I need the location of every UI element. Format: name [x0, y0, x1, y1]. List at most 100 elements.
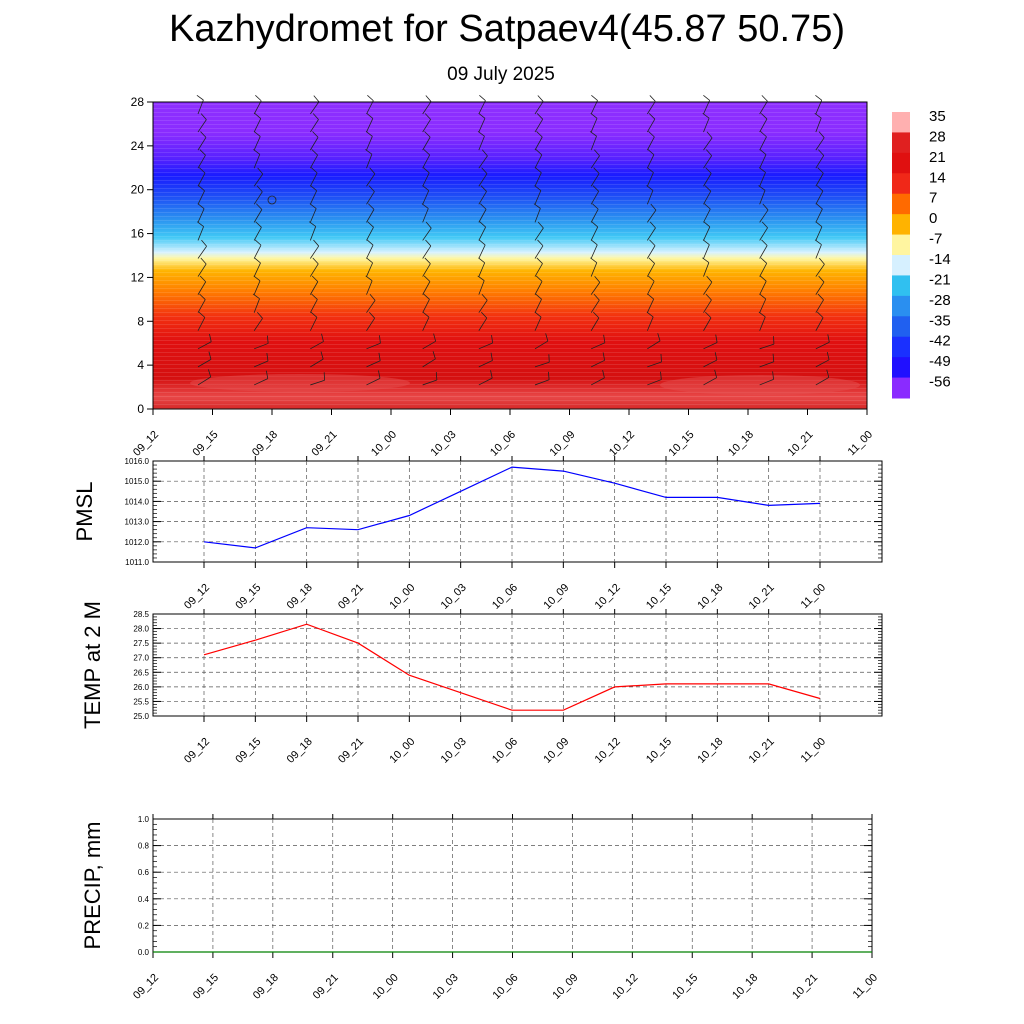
wind-barb — [534, 221, 544, 241]
wind-barb — [590, 203, 599, 223]
chart-subtitle: 09 July 2025 — [447, 64, 555, 85]
y-tick-label: 1014.0 — [125, 497, 150, 506]
wind-barb — [703, 203, 711, 223]
wind-barb-staff — [197, 119, 207, 133]
wind-barb-staff — [366, 317, 376, 331]
wind-barb — [646, 239, 656, 259]
wind-barb-staff — [534, 340, 549, 350]
y-tick-label: 1012.0 — [125, 538, 150, 547]
wind-barb-flag — [435, 372, 438, 381]
wind-barb — [477, 275, 485, 295]
wind-barb — [253, 95, 262, 115]
wind-barb — [422, 239, 432, 259]
wind-barb — [590, 167, 600, 187]
wind-barb — [365, 275, 373, 295]
wind-barb-flag — [477, 131, 485, 137]
wind-barb-flag — [706, 275, 713, 283]
wind-barb-flag — [817, 311, 824, 318]
wind-barb — [590, 221, 599, 241]
wind-barb-staff — [590, 299, 600, 313]
wind-barb-flag — [266, 335, 269, 344]
wind-barb — [646, 275, 655, 295]
wind-barb — [534, 185, 542, 205]
wind-barb-flag — [535, 293, 542, 300]
wind-barb-staff — [759, 136, 767, 151]
heatmap-x-tick-label: 10_00 — [369, 429, 399, 459]
wind-barb-flag — [533, 203, 541, 209]
wind-barb-staff — [366, 378, 381, 386]
wind-barb — [309, 257, 319, 277]
wind-barb — [646, 95, 656, 115]
wind-barb-staff — [366, 136, 373, 151]
wind-barb — [590, 257, 598, 277]
colorbar-swatch — [892, 112, 910, 133]
wind-barb-staff — [197, 190, 205, 205]
wind-barb-staff — [478, 136, 485, 151]
wind-barb — [253, 239, 262, 259]
wind-barb-staff — [422, 340, 436, 350]
wind-barb-flag — [257, 167, 264, 175]
wind-barb-staff — [197, 154, 206, 169]
wind-barb-staff — [422, 299, 430, 313]
wind-barb-flag — [535, 275, 543, 282]
x-tick-label: 09_15 — [191, 972, 221, 1002]
wind-barb-staff — [422, 119, 431, 133]
wind-barb-staff — [534, 190, 542, 205]
wind-barb-flag — [311, 149, 318, 156]
wind-barb-staff — [703, 226, 711, 241]
x-tick-label: 10_21 — [747, 582, 777, 612]
wind-barb-staff — [646, 154, 655, 169]
wind-barb-staff — [253, 209, 263, 223]
wind-barb — [253, 221, 262, 241]
y-tick-label: 0.6 — [138, 868, 150, 877]
wind-barb-staff — [366, 100, 374, 115]
wind-barb-flag — [425, 239, 432, 247]
wind-barb — [590, 94, 598, 115]
wind-barb-staff — [815, 264, 825, 277]
wind-barb — [646, 293, 655, 313]
wind-barb — [197, 333, 212, 350]
wind-barb-flag — [705, 311, 712, 319]
wind-barb — [197, 351, 212, 368]
wind-barb-flag — [366, 113, 374, 119]
wind-barb — [478, 167, 488, 187]
wind-barb-flag — [253, 131, 261, 137]
wind-barb-flag — [647, 275, 655, 282]
colorbar: 35 28 21 14 7 0 -7 -14 -21 -28 -35 -42 -49 -56 — [892, 108, 951, 399]
wind-barb-flag — [826, 351, 830, 360]
wind-barb — [533, 203, 541, 223]
wind-barb — [197, 131, 207, 151]
wind-barb-staff — [815, 190, 824, 205]
wind-barb-staff — [422, 136, 431, 151]
wind-barb — [309, 311, 318, 331]
wind-barb — [590, 311, 600, 331]
wind-barb-flag — [591, 94, 598, 101]
wind-barb-flag — [818, 149, 825, 156]
wind-barb-staff — [366, 118, 374, 133]
wind-barb-staff — [703, 190, 712, 205]
wind-barb — [759, 149, 767, 169]
wind-barb-staff — [309, 154, 318, 169]
wind-barb — [534, 95, 544, 115]
wind-barb — [815, 334, 830, 350]
colorbar-swatch — [892, 295, 910, 317]
colorbar-label: 14 — [929, 169, 946, 186]
wind-barb — [478, 239, 486, 259]
wind-barb — [422, 149, 431, 169]
wind-barb — [478, 370, 493, 386]
wind-barb — [534, 275, 543, 295]
wind-barb-flag — [366, 239, 374, 246]
wind-barb-flag — [649, 221, 656, 229]
wind-barb-staff — [309, 119, 319, 133]
wind-barb-staff — [253, 262, 261, 277]
wind-barbs — [196, 94, 830, 386]
wind-barb-staff — [254, 360, 269, 368]
wind-barb-staff — [590, 244, 598, 259]
wind-barb — [366, 311, 376, 331]
y-tick-label: 1015.0 — [125, 477, 150, 486]
wind-barb-staff — [590, 100, 598, 115]
wind-barb-flag — [758, 167, 766, 173]
y-tick-label: 27.0 — [133, 654, 149, 663]
wind-barb — [814, 113, 822, 133]
wind-barb — [815, 149, 825, 169]
